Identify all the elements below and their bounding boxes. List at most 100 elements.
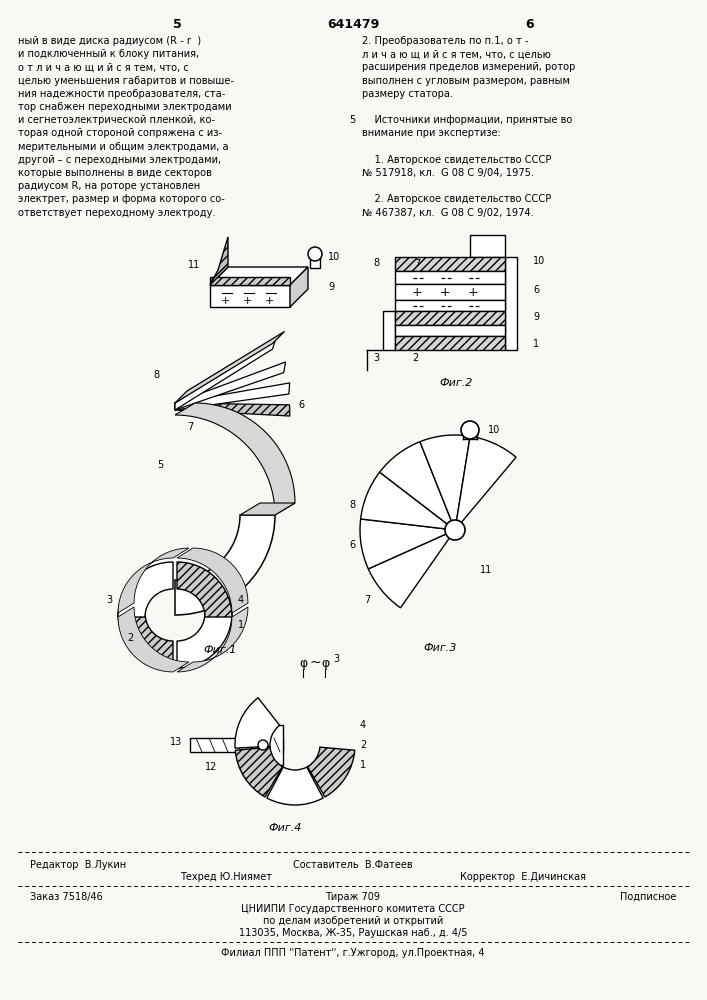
Bar bbox=[310, 254, 320, 268]
Text: другой – с переходными электродами,: другой – с переходными электродами, bbox=[18, 155, 221, 165]
Text: электрет, размер и форма которого со-: электрет, размер и форма которого со- bbox=[18, 194, 225, 204]
Text: 7: 7 bbox=[187, 422, 193, 432]
Text: 1. Авторское свидетельство СССР: 1. Авторское свидетельство СССР bbox=[362, 155, 551, 165]
Polygon shape bbox=[175, 340, 276, 410]
Text: +: + bbox=[243, 296, 252, 306]
Text: 13: 13 bbox=[170, 737, 182, 747]
Text: 113035, Москва, Ж-35, Раушская наб., д. 4/5: 113035, Москва, Ж-35, Раушская наб., д. … bbox=[239, 928, 467, 938]
Polygon shape bbox=[177, 548, 248, 613]
Bar bbox=[395, 325, 505, 336]
Polygon shape bbox=[210, 267, 308, 285]
Wedge shape bbox=[118, 562, 173, 617]
Wedge shape bbox=[308, 747, 355, 797]
Text: выполнен с угловым размером, равным: выполнен с угловым размером, равным bbox=[362, 76, 570, 86]
Text: φ: φ bbox=[299, 656, 307, 670]
Text: 7: 7 bbox=[414, 259, 420, 269]
Bar bbox=[265, 725, 283, 765]
Text: 9: 9 bbox=[533, 312, 539, 322]
Text: 2: 2 bbox=[127, 633, 133, 643]
Polygon shape bbox=[175, 403, 290, 416]
Text: № 467387, кл.  G 08 C 9/02, 1974.: № 467387, кл. G 08 C 9/02, 1974. bbox=[362, 208, 534, 218]
Text: +: + bbox=[411, 286, 422, 298]
Text: +: + bbox=[468, 286, 479, 298]
Wedge shape bbox=[456, 436, 516, 524]
Text: расширения пределов измерений, ротор: расширения пределов измерений, ротор bbox=[362, 62, 575, 72]
Bar bbox=[395, 300, 505, 311]
Text: 641479: 641479 bbox=[327, 18, 379, 31]
Text: Корректор  Е.Дичинская: Корректор Е.Дичинская bbox=[460, 872, 586, 882]
Text: № 517918, кл.  G 08 C 9/04, 1975.: № 517918, кл. G 08 C 9/04, 1975. bbox=[362, 168, 534, 178]
Text: 4: 4 bbox=[360, 720, 366, 730]
Text: ный в виде диска радиусом (R - r  ): ный в виде диска радиусом (R - r ) bbox=[18, 36, 201, 46]
Text: торая одной стороной сопряжена с из-: торая одной стороной сопряжена с из- bbox=[18, 128, 222, 138]
Text: 9: 9 bbox=[328, 282, 334, 292]
Wedge shape bbox=[175, 515, 275, 615]
Text: 8: 8 bbox=[154, 370, 160, 380]
Wedge shape bbox=[235, 698, 279, 748]
Polygon shape bbox=[210, 285, 290, 307]
Text: ЦНИИПИ Государственного комитета СССР: ЦНИИПИ Государственного комитета СССР bbox=[241, 904, 464, 914]
Text: тор снабжен переходными электродами: тор снабжен переходными электродами bbox=[18, 102, 232, 112]
Text: 2: 2 bbox=[360, 740, 366, 750]
Text: 7: 7 bbox=[363, 595, 370, 605]
Text: 6: 6 bbox=[533, 285, 539, 295]
Text: Техред Ю.Ниямет: Техред Ю.Ниямет bbox=[180, 872, 272, 882]
Circle shape bbox=[445, 520, 465, 540]
Text: 2. Преобразователь по п.1, о т -: 2. Преобразователь по п.1, о т - bbox=[362, 36, 529, 46]
Polygon shape bbox=[240, 503, 295, 515]
Text: 2. Авторское свидетельство СССР: 2. Авторское свидетельство СССР bbox=[362, 194, 551, 204]
Text: Редактор  В.Лукин: Редактор В.Лукин bbox=[30, 860, 126, 870]
Text: целью уменьшения габаритов и повыше-: целью уменьшения габаритов и повыше- bbox=[18, 76, 234, 86]
Text: Фиг.3: Фиг.3 bbox=[423, 643, 457, 653]
Text: радиусом R, на роторе установлен: радиусом R, на роторе установлен bbox=[18, 181, 200, 191]
Text: размеру статора.: размеру статора. bbox=[362, 89, 453, 99]
Text: 4: 4 bbox=[238, 595, 244, 605]
Bar bbox=[395, 336, 505, 350]
Text: 2: 2 bbox=[412, 353, 418, 363]
Text: Источники информации, принятые во: Источники информации, принятые во bbox=[362, 115, 573, 125]
Circle shape bbox=[461, 421, 479, 439]
Text: +: + bbox=[440, 286, 450, 298]
Wedge shape bbox=[267, 767, 323, 805]
Text: 3: 3 bbox=[106, 595, 112, 605]
Bar bbox=[383, 311, 395, 350]
Text: φ: φ bbox=[321, 656, 329, 670]
Wedge shape bbox=[368, 533, 450, 608]
Text: Заказ 7518/46: Заказ 7518/46 bbox=[30, 892, 103, 902]
Polygon shape bbox=[175, 383, 290, 410]
Text: Подписное: Подписное bbox=[620, 892, 677, 902]
Circle shape bbox=[308, 247, 322, 261]
Polygon shape bbox=[175, 403, 295, 515]
Polygon shape bbox=[210, 277, 290, 285]
Wedge shape bbox=[235, 747, 283, 797]
Text: Фиг.1: Фиг.1 bbox=[204, 645, 237, 655]
Text: 12: 12 bbox=[205, 762, 217, 772]
Wedge shape bbox=[177, 613, 232, 668]
Text: по делам изобретений и открытий: по делам изобретений и открытий bbox=[263, 916, 443, 926]
Wedge shape bbox=[380, 442, 452, 525]
Text: 1: 1 bbox=[238, 620, 244, 630]
Text: мерительными и общим электродами, а: мерительными и общим электродами, а bbox=[18, 142, 228, 152]
Text: 1: 1 bbox=[533, 339, 539, 349]
Polygon shape bbox=[118, 607, 189, 672]
Text: внимание при экспертизе:: внимание при экспертизе: bbox=[362, 128, 501, 138]
Text: 10: 10 bbox=[488, 425, 501, 435]
Text: 6: 6 bbox=[298, 400, 304, 410]
Text: +: + bbox=[264, 296, 274, 306]
Text: Филиал ППП ''Патент'', г.Ужгород, ул.Проектная, 4: Филиал ППП ''Патент'', г.Ужгород, ул.Про… bbox=[221, 948, 485, 958]
Text: которые выполнены в виде секторов: которые выполнены в виде секторов bbox=[18, 168, 212, 178]
Text: ~: ~ bbox=[309, 656, 321, 670]
Text: +: + bbox=[221, 296, 230, 306]
Text: Фиг.4: Фиг.4 bbox=[269, 823, 302, 833]
Wedge shape bbox=[177, 562, 232, 617]
Text: ния надежности преобразователя, ста-: ния надежности преобразователя, ста- bbox=[18, 89, 226, 99]
Text: 3: 3 bbox=[373, 353, 379, 363]
Bar bbox=[395, 284, 505, 300]
Text: 11: 11 bbox=[188, 260, 200, 270]
Text: 5: 5 bbox=[349, 115, 355, 125]
Wedge shape bbox=[360, 519, 448, 569]
Bar bbox=[505, 257, 517, 350]
Polygon shape bbox=[175, 331, 284, 403]
Text: 8: 8 bbox=[349, 500, 355, 510]
Text: 6: 6 bbox=[526, 18, 534, 31]
